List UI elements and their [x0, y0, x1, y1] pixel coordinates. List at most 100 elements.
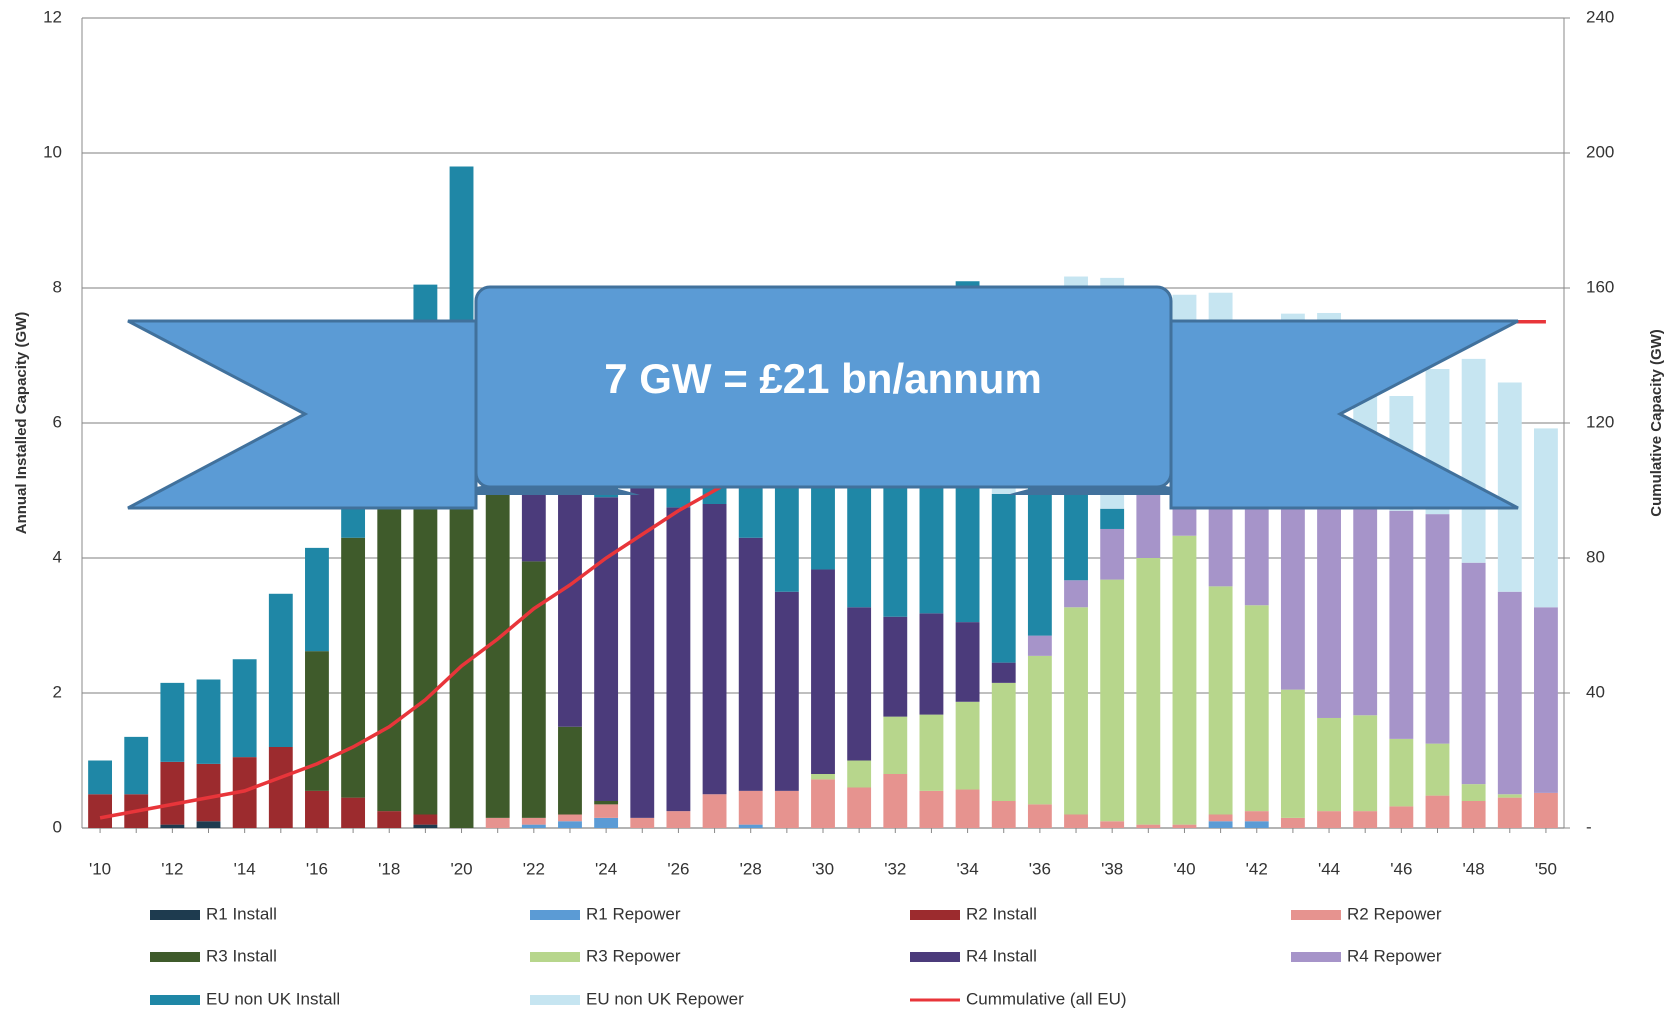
bar-segment — [702, 504, 727, 795]
bar-segment — [232, 659, 257, 758]
bar-segment — [1497, 797, 1522, 828]
bar-segment — [991, 801, 1016, 828]
bar-segment — [991, 493, 1016, 663]
bar-segment — [305, 547, 329, 652]
bar-segment — [1027, 655, 1052, 805]
bar-segment — [160, 761, 185, 825]
bar-segment — [666, 507, 691, 812]
banner: 7 GW = £21 bn/annum — [127, 285, 1519, 510]
legend-label: R3 Repower — [586, 946, 681, 965]
y-tick-label: 2 — [53, 682, 62, 701]
y-tick-label: 0 — [53, 817, 62, 836]
bar-segment — [1389, 806, 1414, 828]
x-tick-label: '48 — [1463, 859, 1485, 878]
bar-segment — [1100, 508, 1125, 529]
legend-label: R2 Repower — [1347, 904, 1442, 923]
bar-segment — [702, 794, 727, 828]
x-tick-label: '36 — [1029, 859, 1051, 878]
bar-segment — [1497, 794, 1522, 798]
bar-segment — [1425, 743, 1450, 796]
bar-segment — [919, 613, 944, 715]
bar-segment — [1497, 591, 1522, 795]
bar-segment — [1317, 717, 1341, 812]
y-tick-label: 10 — [43, 142, 62, 161]
legend-swatch — [530, 952, 580, 962]
bar-segment — [305, 790, 329, 828]
y2-tick-label: 240 — [1586, 7, 1614, 26]
bar-segment — [1317, 481, 1341, 718]
bar-segment — [738, 824, 763, 828]
bar-segment — [1027, 804, 1052, 828]
bar-segment — [413, 824, 438, 828]
bar-segment — [1497, 382, 1522, 592]
bar-segment — [919, 790, 944, 828]
x-tick-label: '16 — [306, 859, 328, 878]
bar-segment — [919, 714, 944, 791]
bar-segment — [594, 804, 619, 818]
bar-segment — [1208, 821, 1233, 828]
bar-segment — [666, 811, 691, 828]
bar-segment — [1027, 635, 1052, 656]
bar-segment — [738, 537, 763, 791]
bar-segment — [630, 817, 655, 828]
legend-label: R3 Install — [206, 946, 277, 965]
bar-segment — [1172, 824, 1197, 828]
bar-segment — [1064, 580, 1088, 608]
bar-segment — [1353, 811, 1378, 828]
bar-segment — [88, 794, 113, 828]
y2-tick-label: 160 — [1586, 277, 1614, 296]
bar-segment — [1353, 499, 1378, 716]
bar-segment — [1244, 821, 1269, 828]
legend-label: R4 Repower — [1347, 946, 1442, 965]
bar-segment — [124, 736, 149, 795]
bar-segment — [88, 760, 113, 795]
bar-segment — [196, 763, 221, 822]
bar-segment — [449, 423, 474, 828]
bar-segment — [1208, 814, 1233, 822]
x-tick-label: '46 — [1390, 859, 1412, 878]
bar-segment — [1136, 824, 1161, 828]
y2-tick-label: 120 — [1586, 412, 1614, 431]
legend-label: R2 Install — [966, 904, 1037, 923]
banner-body — [474, 285, 1173, 489]
legend: R1 Install R1 Repower R2 Install R2 Repower… — [150, 904, 1442, 1008]
x-tick-label: '32 — [884, 859, 906, 878]
bar-segment — [377, 473, 402, 812]
y-tick-label: 6 — [53, 412, 62, 431]
bar-segment — [774, 591, 799, 791]
bar-segment — [413, 814, 438, 825]
bar-segment — [485, 446, 510, 818]
y-tick-label: 4 — [53, 547, 62, 566]
legend-swatch — [150, 952, 200, 962]
bar-segment — [1244, 605, 1269, 812]
bar-segment — [811, 779, 835, 828]
bar-segment — [521, 824, 546, 828]
bar-segment — [847, 607, 872, 761]
x-tick-label: '20 — [450, 859, 472, 878]
bar-segment — [558, 726, 582, 815]
bar-segment — [1425, 795, 1450, 828]
legend-label: R1 Repower — [586, 904, 681, 923]
x-tick-label: '44 — [1318, 859, 1340, 878]
bar-segment — [594, 817, 619, 828]
legend-swatch — [1291, 952, 1341, 962]
bar-segment — [1280, 689, 1305, 818]
bar-segment — [1425, 514, 1450, 744]
legend-label: EU non UK Install — [206, 989, 340, 1008]
legend-swatch — [910, 952, 960, 962]
x-tick-label: '50 — [1535, 859, 1557, 878]
bar-segment — [558, 814, 582, 822]
bar-segment — [485, 817, 510, 828]
bar-segment — [1317, 811, 1341, 828]
x-tick-label: '18 — [378, 859, 400, 878]
y-tick-label: 12 — [43, 7, 62, 26]
bar-segment — [883, 774, 908, 828]
x-tick-label: '12 — [161, 859, 183, 878]
bar-segment — [1172, 535, 1197, 825]
bar-segment — [1208, 586, 1233, 815]
bar-segment — [1064, 479, 1088, 581]
bar-segment — [1533, 428, 1558, 608]
bar-segment — [991, 682, 1016, 801]
